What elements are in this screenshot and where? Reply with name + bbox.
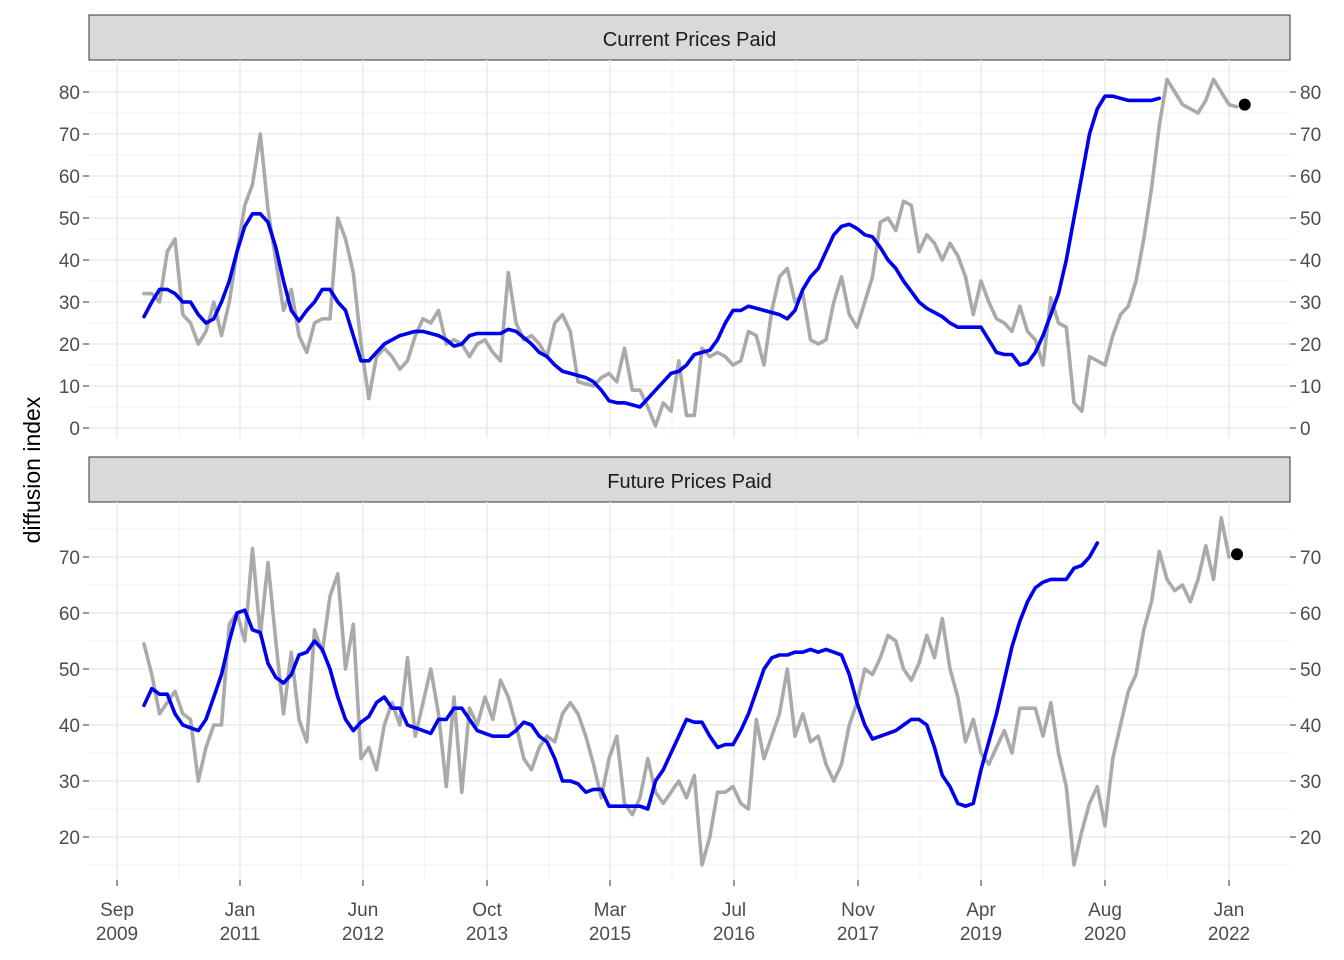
strip-background <box>88 456 1291 503</box>
x-tick-label: Apr 2019 <box>960 900 1002 945</box>
x-tick-label: Jun 2012 <box>342 900 384 945</box>
y-tick-label: 60 <box>59 167 80 188</box>
x-tick-label: Mar 2015 <box>589 900 631 945</box>
panel-current-prices-paid: Current Prices Paid 0 10 20 30 40 50 60 70 80 0 1… <box>59 14 1321 440</box>
y-axis-title: diffusion index <box>19 396 45 543</box>
series-layer <box>142 515 1243 867</box>
series-layer <box>142 77 1251 428</box>
y-axis-left: 0 10 20 30 40 50 60 70 80 <box>59 83 89 440</box>
y-tick-label: 80 <box>59 83 80 104</box>
y-tick-label: 70 <box>59 125 80 146</box>
series-smoothed <box>142 94 1162 409</box>
x-tick-label: Jul 2016 <box>713 900 755 945</box>
y-tick-label: 60 <box>1300 604 1321 625</box>
x-tick-label: Sep 2009 <box>96 900 138 945</box>
y-tick-label: 80 <box>1300 83 1321 104</box>
x-tick-label: Jan 2011 <box>220 900 261 945</box>
y-tick-label: 60 <box>1300 167 1321 188</box>
gridlines <box>89 502 1290 880</box>
y-tick-label: 70 <box>1300 125 1321 146</box>
y-tick-label: 40 <box>59 251 80 272</box>
y-tick-label: 30 <box>1300 293 1321 314</box>
y-axis-right: 20 30 40 50 60 70 <box>1290 548 1321 849</box>
y-tick-label: 20 <box>1300 828 1321 849</box>
panel-title: Future Prices Paid <box>607 471 772 493</box>
x-tick-label: Oct 2013 <box>466 900 508 945</box>
y-tick-label: 20 <box>59 335 80 356</box>
y-tick-label: 40 <box>1300 716 1321 737</box>
y-tick-label: 40 <box>1300 251 1321 272</box>
y-tick-label: 50 <box>1300 660 1321 681</box>
y-tick-label: 20 <box>1300 335 1321 356</box>
panel-title: Current Prices Paid <box>603 29 776 51</box>
series-raw <box>142 515 1231 867</box>
panel-future-prices-paid: Future Prices Paid 20 30 40 50 60 70 20 30 40 50… <box>59 456 1321 880</box>
y-tick-label: 70 <box>59 548 80 569</box>
x-axis: Sep 2009 Jan 2011 Jun 2012 Oct 2013 Mar 2015 Jul 20… <box>96 880 1250 945</box>
y-tick-label: 50 <box>59 209 80 230</box>
latest-point <box>1238 98 1251 111</box>
y-tick-label: 30 <box>59 772 80 793</box>
y-axis-left: 20 30 40 50 60 70 <box>59 548 89 849</box>
y-tick-label: 30 <box>1300 772 1321 793</box>
y-tick-label: 10 <box>1300 377 1321 398</box>
y-tick-label: 0 <box>1300 419 1311 440</box>
gridlines <box>89 60 1290 438</box>
latest-point <box>1231 548 1243 561</box>
y-axis-right: 0 10 20 30 40 50 60 70 80 <box>1290 83 1321 440</box>
y-tick-label: 20 <box>59 828 80 849</box>
y-tick-label: 50 <box>59 660 80 681</box>
series-smoothed <box>142 541 1100 811</box>
y-tick-label: 50 <box>1300 209 1321 230</box>
y-tick-label: 10 <box>59 377 80 398</box>
x-tick-label: Aug 2020 <box>1084 900 1126 945</box>
y-tick-label: 0 <box>69 419 80 440</box>
x-tick-label: Jan 2022 <box>1208 900 1250 945</box>
x-tick-label: Nov 2017 <box>837 900 879 945</box>
series-raw <box>142 77 1239 428</box>
strip-background <box>88 14 1291 61</box>
y-tick-label: 40 <box>59 716 80 737</box>
y-tick-label: 30 <box>59 293 80 314</box>
y-tick-label: 70 <box>1300 548 1321 569</box>
y-tick-label: 60 <box>59 604 80 625</box>
